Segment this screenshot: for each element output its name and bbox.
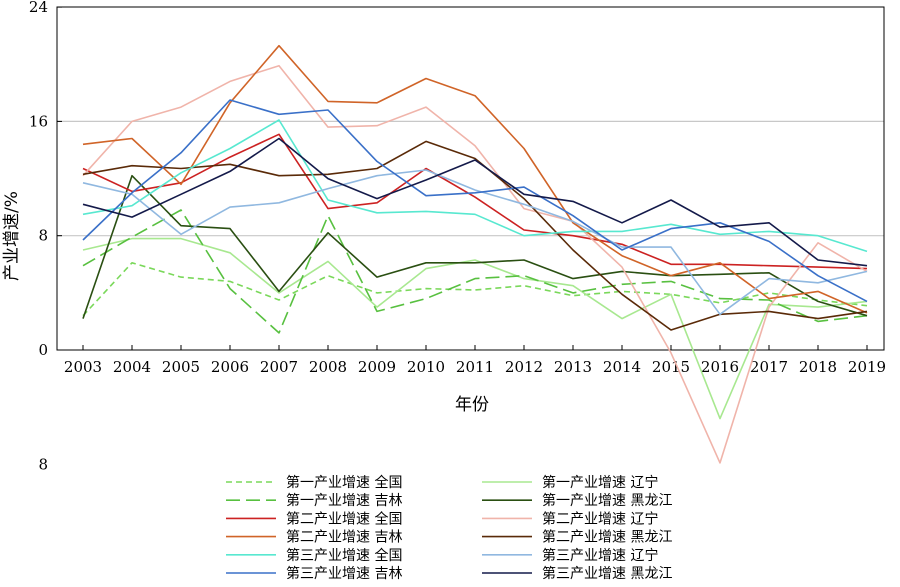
x-axis-label: 年份 (455, 395, 489, 415)
legend-label: 第二产业增速 全国 (286, 510, 402, 527)
x-tick-label: 2005 (162, 358, 200, 376)
grid-lines (57, 120, 884, 237)
x-tick-label: 2013 (554, 358, 592, 376)
series-line-5 (82, 133, 868, 270)
legend-item: 第二产业增速 辽宁 (482, 510, 658, 527)
legend-label: 第一产业增速 吉林 (286, 492, 402, 509)
y-tick-label: 0 (38, 341, 48, 359)
x-tick-label: 2017 (750, 358, 788, 376)
legend-label: 第三产业增速 黑龙江 (542, 565, 672, 582)
legend-label: 第一产业增速 黑龙江 (542, 492, 672, 509)
legend-item: 第三产业增速 辽宁 (482, 547, 658, 564)
y-tick-label: 24 (29, 0, 48, 16)
legend-label: 第二产业增速 辽宁 (542, 510, 658, 527)
legend-item: 第三产业增速 黑龙江 (482, 565, 672, 582)
y-tick-label: 8 (38, 227, 48, 245)
x-tick-label: 2019 (848, 358, 886, 376)
legend-item: 第二产业增速 黑龙江 (482, 529, 672, 546)
legend-label: 第三产业增速 辽宁 (542, 547, 658, 564)
x-tick-label: 2010 (407, 358, 445, 376)
x-tick-label: 2006 (211, 358, 249, 376)
x-tick-label: 2004 (113, 358, 151, 376)
y-axis-label: 产业增速/% (2, 191, 22, 281)
legend-label: 第一产业增速 全国 (286, 474, 402, 491)
series-line-10 (82, 169, 868, 316)
series-line-12 (82, 137, 868, 267)
legend-item: 第三产业增速 吉林 (226, 565, 402, 582)
x-tick-label: 2015 (652, 358, 690, 376)
series-line-1 (82, 261, 868, 317)
x-tick-label: 2009 (358, 358, 396, 376)
legend-item: 第二产业增速 全国 (226, 510, 402, 527)
x-tick-label: 2011 (456, 358, 494, 376)
x-tick-label: 2012 (505, 358, 543, 376)
y-tick-label: 16 (29, 112, 48, 130)
legend-label: 第二产业增速 黑龙江 (542, 529, 672, 546)
x-tick-label: 2014 (603, 358, 641, 376)
x-tick-label: 2007 (260, 358, 298, 376)
series-line-2 (82, 237, 868, 420)
legend-item: 第一产业增速 吉林 (226, 492, 402, 509)
series-line-6 (82, 64, 868, 464)
legend-item: 第三产业增速 全国 (226, 547, 402, 564)
legend-item: 第一产业增速 辽宁 (482, 474, 658, 491)
legend-label: 第三产业增速 全国 (286, 547, 402, 564)
series-line-11 (82, 99, 868, 303)
series-line-8 (82, 140, 868, 331)
legend-item: 第一产业增速 全国 (226, 474, 402, 491)
plot-frame (56, 6, 885, 351)
legend-label: 第一产业增速 辽宁 (542, 474, 658, 491)
series-line-9 (82, 119, 868, 253)
legend-item: 第一产业增速 黑龙江 (482, 492, 672, 509)
x-tick-label: 2003 (64, 358, 102, 376)
x-axis: 2003 2004 2005 2006 2007 2008 2009 2010 2011 2012… (64, 345, 886, 376)
x-tick-label: 2008 (309, 358, 347, 376)
series-line-3 (82, 209, 868, 334)
series-lines (82, 44, 868, 464)
legend-label: 第二产业增速 吉林 (286, 529, 402, 546)
x-tick-label: 2016 (701, 358, 739, 376)
legend-item: 第二产业增速 吉林 (226, 529, 402, 546)
y-axis: 24 16 8 0 8 (29, 0, 62, 473)
legend-label: 第三产业增速 吉林 (286, 565, 402, 582)
x-tick-label: 2018 (799, 358, 837, 376)
series-line-7 (82, 44, 868, 314)
y-tick-label: 8 (38, 455, 48, 473)
